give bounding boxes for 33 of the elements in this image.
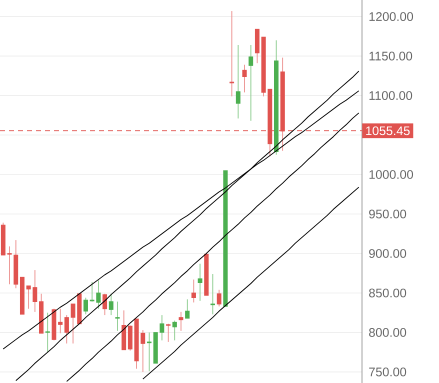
- ref-line-label: 1055.45: [366, 126, 410, 136]
- candlestick: [178, 311, 184, 332]
- candlestick: [210, 274, 216, 315]
- y-tick-label: 800.00: [369, 328, 406, 337]
- candlestick: [185, 298, 190, 319]
- candlestick: [108, 293, 114, 316]
- y-tick-label: 1200.00: [369, 12, 414, 21]
- candlestick: [115, 301, 120, 332]
- y-tick-label: 1150.00: [369, 52, 412, 60]
- candlestick: [45, 312, 50, 353]
- y-tick-label: 1100.00: [369, 91, 412, 100]
- y-tick-label: 900.00: [369, 249, 406, 258]
- candlestick: [236, 44, 240, 119]
- candlestick: [254, 28, 260, 64]
- line-series: [66, 112, 360, 382]
- candlestick: [248, 44, 254, 122]
- candlestick: [191, 279, 196, 303]
- candlestick: [230, 10, 234, 97]
- y-tick-label: 750.00: [369, 368, 406, 376]
- candlestick: [216, 289, 222, 307]
- candlestick: [146, 332, 152, 372]
- candlestick: [198, 263, 202, 302]
- candlestick: [128, 324, 132, 352]
- candlestick: [64, 314, 69, 344]
- candlestick: [172, 320, 177, 341]
- candlestick: [83, 297, 88, 315]
- y-tick-label: 950.00: [369, 210, 406, 218]
- candlestick: [166, 323, 171, 342]
- y-tick-label: 850.00: [369, 288, 406, 298]
- candlestick: [58, 308, 63, 334]
- y-tick-label: 1000.00: [369, 170, 414, 179]
- candlestick: [242, 64, 247, 93]
- candlestick: [7, 246, 12, 285]
